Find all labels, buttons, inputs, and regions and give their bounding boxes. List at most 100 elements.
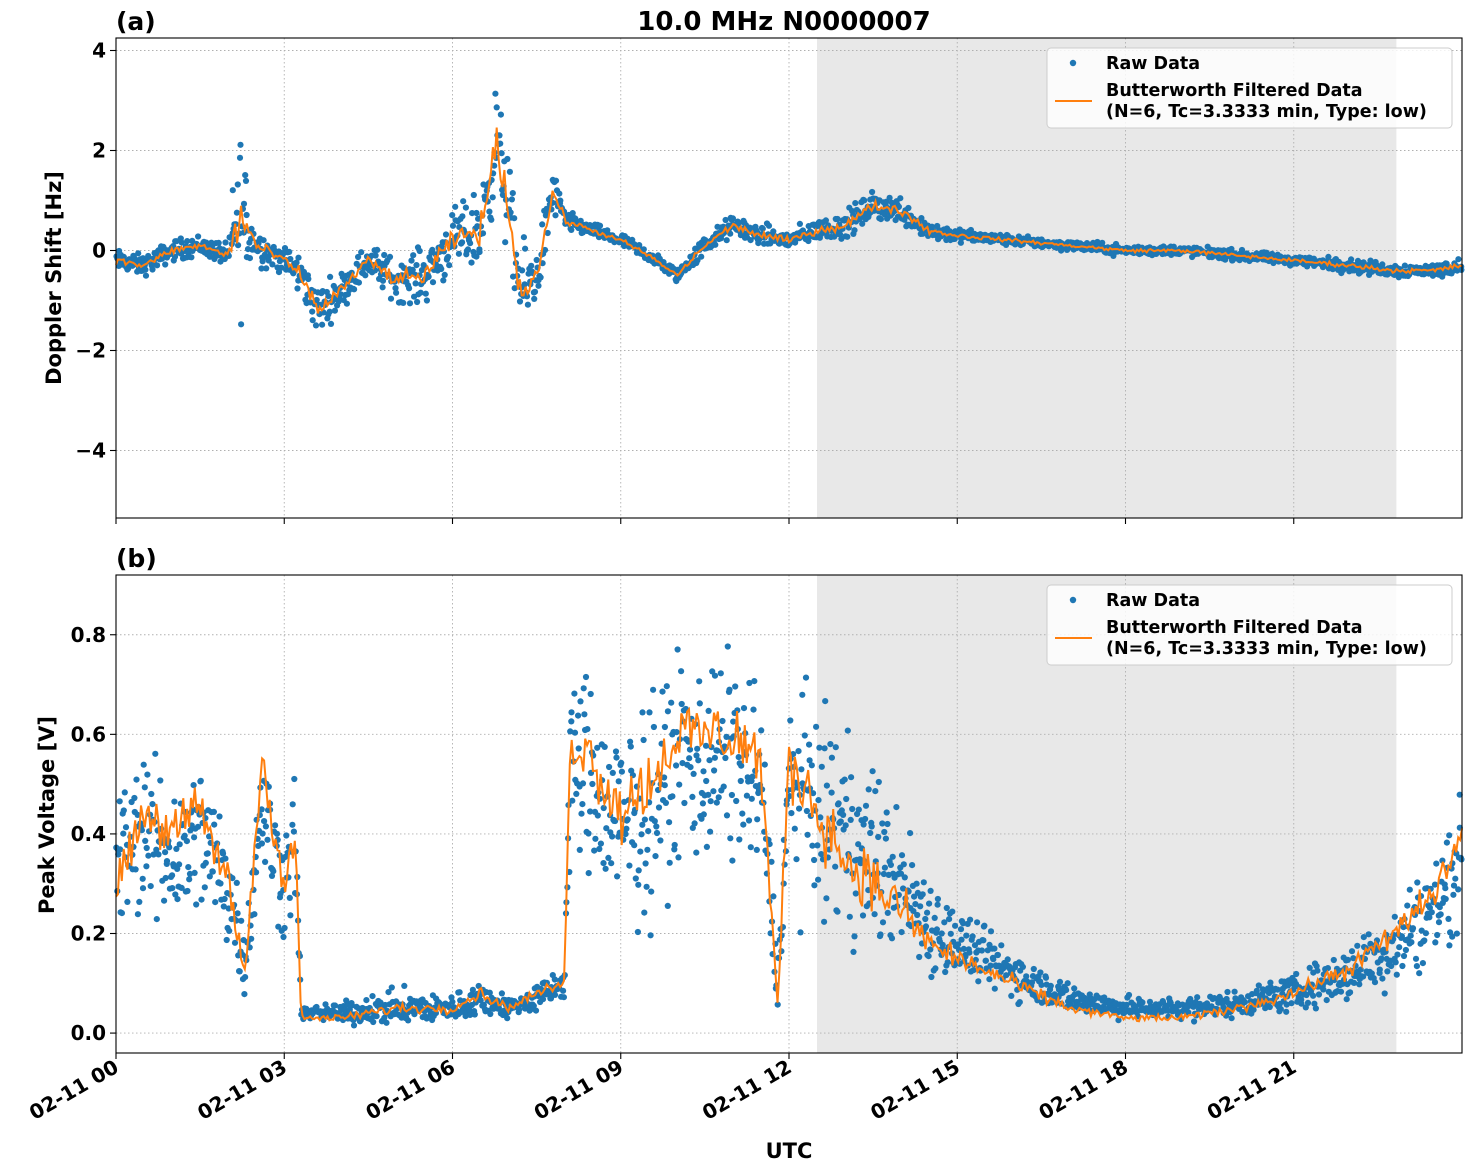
a-ytick-label: 0 bbox=[92, 239, 106, 263]
b-raw-point bbox=[258, 806, 265, 813]
b-raw-point bbox=[962, 953, 969, 960]
b-raw-point bbox=[1404, 902, 1411, 909]
b-raw-point bbox=[560, 987, 567, 994]
b-raw-point bbox=[1393, 971, 1400, 978]
a-raw-point bbox=[331, 307, 338, 314]
b-raw-point bbox=[142, 837, 149, 845]
b-raw-point bbox=[678, 668, 685, 675]
b-raw-point bbox=[851, 933, 858, 940]
a-raw-point bbox=[486, 208, 493, 215]
b-raw-point bbox=[818, 851, 825, 858]
b-raw-point bbox=[579, 801, 586, 808]
b-raw-point bbox=[1365, 931, 1372, 938]
b-raw-point bbox=[153, 846, 160, 853]
b-raw-point bbox=[700, 768, 707, 775]
a-raw-point bbox=[362, 272, 369, 279]
panel-a-legend-filtered-label: Butterworth Filtered Data bbox=[1106, 81, 1363, 101]
b-raw-point bbox=[1449, 933, 1456, 940]
b-raw-point bbox=[401, 982, 408, 990]
b-raw-point bbox=[932, 965, 939, 972]
b-raw-point bbox=[934, 895, 942, 903]
b-raw-point bbox=[641, 909, 648, 916]
b-raw-point bbox=[1063, 987, 1070, 994]
b-raw-point bbox=[623, 825, 630, 832]
a-raw-point bbox=[325, 293, 332, 300]
a-raw-point bbox=[195, 233, 202, 240]
b-raw-point bbox=[900, 861, 907, 868]
a-raw-point bbox=[372, 252, 379, 259]
b-raw-point bbox=[1056, 978, 1064, 986]
b-raw-point bbox=[1408, 939, 1415, 946]
a-raw-point bbox=[387, 295, 395, 302]
b-xtick-label: 02-11 21 bbox=[1203, 1055, 1301, 1125]
b-raw-point bbox=[283, 832, 290, 839]
b-raw-point bbox=[568, 718, 575, 725]
b-raw-point bbox=[888, 935, 896, 942]
b-raw-point bbox=[560, 994, 568, 1001]
b-raw-point bbox=[589, 780, 596, 788]
a-raw-point bbox=[417, 289, 424, 296]
a-raw-point bbox=[1270, 259, 1277, 267]
b-raw-point bbox=[173, 845, 180, 853]
b-raw-point bbox=[751, 678, 758, 685]
b-raw-point bbox=[149, 801, 156, 808]
b-raw-point bbox=[646, 709, 653, 716]
b-raw-point bbox=[609, 833, 616, 840]
figure-title: 10.0 MHz N0000007 bbox=[637, 7, 930, 37]
b-raw-point bbox=[679, 760, 686, 767]
panel-b-grid bbox=[115, 575, 1462, 1053]
b-raw-point bbox=[1446, 942, 1453, 949]
b-raw-point bbox=[194, 823, 202, 830]
b-raw-point bbox=[1456, 791, 1463, 798]
b-raw-point bbox=[924, 909, 931, 916]
b-raw-point bbox=[1414, 879, 1421, 886]
b-raw-point bbox=[223, 936, 230, 944]
b-raw-point bbox=[575, 712, 582, 719]
b-raw-point bbox=[671, 841, 678, 849]
b-raw-point bbox=[1400, 924, 1407, 931]
a-raw-point bbox=[246, 255, 253, 262]
b-raw-point bbox=[268, 872, 276, 880]
b-raw-point bbox=[673, 762, 680, 769]
b-raw-point bbox=[960, 920, 967, 927]
b-raw-point bbox=[912, 901, 919, 908]
a-raw-point bbox=[460, 198, 467, 205]
b-raw-point bbox=[193, 901, 200, 908]
b-raw-point bbox=[745, 817, 753, 824]
a-raw-point bbox=[374, 246, 381, 253]
b-raw-point bbox=[799, 691, 806, 698]
b-raw-point bbox=[696, 700, 703, 707]
b-raw-point bbox=[157, 777, 164, 784]
a-raw-point bbox=[379, 284, 386, 291]
b-raw-point bbox=[754, 816, 761, 823]
b-raw-point bbox=[136, 898, 143, 906]
b-raw-point bbox=[614, 873, 621, 880]
a-raw-point bbox=[459, 239, 466, 246]
b-raw-point bbox=[868, 823, 875, 830]
b-raw-point bbox=[978, 947, 986, 954]
b-raw-point bbox=[991, 985, 998, 992]
b-raw-point bbox=[666, 859, 673, 866]
a-raw-point bbox=[379, 277, 387, 284]
b-raw-point bbox=[626, 862, 633, 869]
a-raw-point bbox=[886, 194, 893, 201]
b-raw-point bbox=[730, 718, 737, 725]
b-raw-point bbox=[842, 822, 849, 829]
a-raw-point bbox=[327, 273, 334, 280]
a-raw-point bbox=[464, 246, 472, 253]
b-raw-point bbox=[700, 811, 707, 818]
b-raw-point bbox=[627, 738, 634, 745]
b-raw-point bbox=[828, 789, 835, 796]
a-raw-point bbox=[237, 141, 244, 148]
b-raw-point bbox=[449, 998, 456, 1006]
a-raw-point bbox=[416, 247, 423, 255]
a-raw-point bbox=[537, 274, 544, 281]
b-raw-point bbox=[1194, 994, 1201, 1001]
b-raw-point bbox=[486, 989, 493, 996]
a-raw-point bbox=[178, 239, 185, 246]
a-ytick-label: 2 bbox=[92, 139, 106, 163]
a-raw-point bbox=[1455, 256, 1462, 263]
b-raw-point bbox=[221, 895, 228, 903]
b-raw-point bbox=[1450, 882, 1458, 889]
a-raw-point bbox=[497, 111, 504, 118]
